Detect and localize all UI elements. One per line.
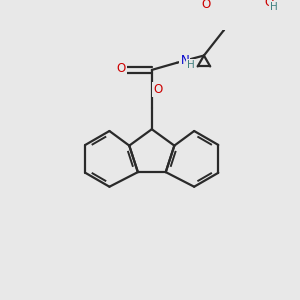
Text: O: O [201,0,210,11]
Text: N: N [181,54,189,68]
Text: O: O [154,83,163,96]
Text: O: O [117,61,126,75]
Text: H: H [187,60,195,70]
Text: O: O [264,0,273,9]
Text: H: H [270,2,278,12]
